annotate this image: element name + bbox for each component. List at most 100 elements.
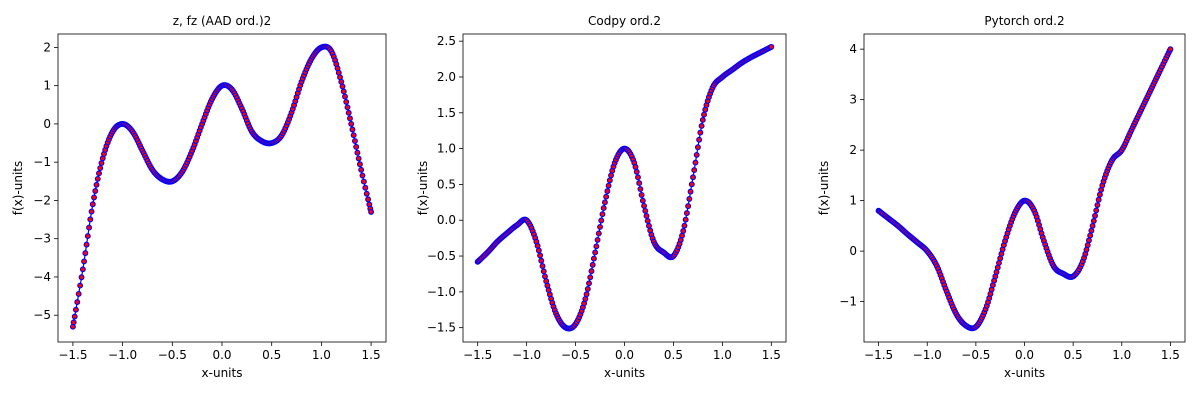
data-point <box>349 126 356 133</box>
y-tick-label: 1.5 <box>437 106 456 120</box>
x-tick-label: 0.5 <box>664 348 683 362</box>
data-point <box>692 159 699 166</box>
x-axis-label: x-units <box>1004 366 1045 380</box>
data-point <box>1167 46 1174 53</box>
data-point <box>603 193 610 200</box>
data-point <box>1092 212 1098 219</box>
data-point <box>694 144 701 151</box>
data-point <box>368 208 375 215</box>
x-tick-label: 0.5 <box>1064 348 1083 362</box>
x-tick-label: −0.5 <box>561 348 590 362</box>
x-tick-label: −1.5 <box>864 348 893 362</box>
data-point <box>593 243 600 250</box>
x-tick-label: −1.0 <box>913 348 942 362</box>
axes-frame <box>462 33 787 343</box>
y-tick-label: 1.0 <box>437 142 456 156</box>
data-point <box>690 174 696 181</box>
data-point <box>642 207 649 214</box>
data-point <box>1084 242 1091 249</box>
data-point <box>343 98 350 105</box>
data-point <box>91 194 97 201</box>
data-point <box>358 166 365 173</box>
data-point <box>699 116 706 123</box>
x-tick-label: −1.5 <box>463 348 492 362</box>
data-point <box>697 129 704 136</box>
data-point <box>353 143 360 150</box>
data-point <box>345 109 352 116</box>
chart-title: z, fz (AAD ord.)2 <box>173 14 272 28</box>
data-point <box>1085 237 1092 244</box>
data-point <box>348 120 355 127</box>
data-point <box>360 178 367 185</box>
data-point <box>595 230 602 237</box>
data-point <box>96 170 102 177</box>
x-tick-label: −1.0 <box>108 348 137 362</box>
data-point <box>81 258 88 265</box>
x-tick-label: −1.5 <box>58 348 87 362</box>
data-point <box>351 138 358 144</box>
data-point <box>1090 218 1097 224</box>
data-point <box>680 228 687 234</box>
data-point <box>588 268 595 275</box>
data-point <box>688 181 695 188</box>
data-point <box>70 319 77 326</box>
data-point <box>683 210 690 217</box>
x-tick-label: 1.5 <box>762 348 781 362</box>
x-tick-label: 1.0 <box>1112 348 1131 362</box>
y-tick-label: −4 <box>33 270 51 284</box>
data-point <box>539 263 546 270</box>
data-point <box>84 233 91 240</box>
data-point <box>594 236 601 243</box>
data-point <box>355 155 362 162</box>
data-point <box>604 188 611 195</box>
y-tick-label: 0.0 <box>437 213 456 227</box>
data-point <box>534 242 541 249</box>
x-tick-label: 1.5 <box>1161 348 1180 362</box>
data-point <box>71 313 78 320</box>
y-tick-label: 2.5 <box>437 34 456 48</box>
data-point <box>87 216 94 223</box>
data-point <box>92 188 99 194</box>
x-tick-label: 1.0 <box>713 348 732 362</box>
data-point <box>344 104 351 111</box>
data-point <box>537 252 544 259</box>
y-tick-label: −2 <box>33 193 51 207</box>
data-point <box>93 181 100 188</box>
plot-data <box>474 43 775 332</box>
data-point <box>637 186 644 193</box>
data-point <box>535 247 542 254</box>
data-point <box>82 250 89 257</box>
data-point <box>587 274 594 281</box>
data-point <box>89 201 96 208</box>
data-point <box>86 224 93 231</box>
data-point <box>350 132 357 139</box>
plot-data <box>875 46 1174 332</box>
data-point <box>1096 191 1103 198</box>
data-point <box>600 205 607 212</box>
data-point <box>598 217 605 224</box>
data-point <box>599 211 606 218</box>
data-point <box>589 261 596 268</box>
data-point <box>94 175 101 182</box>
x-tick-label: 0.0 <box>212 348 231 362</box>
x-axis-label: x-units <box>604 366 645 380</box>
data-point <box>1095 196 1102 203</box>
data-point <box>691 167 698 174</box>
y-tick-label: 2 <box>849 143 857 157</box>
y-tick-label: 3 <box>849 93 857 107</box>
y-tick-label: −1.0 <box>427 285 456 299</box>
data-point <box>696 136 703 143</box>
data-point <box>1094 202 1101 208</box>
data-point <box>590 255 597 262</box>
x-axis-label: x-units <box>202 366 243 380</box>
data-point <box>639 197 646 204</box>
x-tick-label: −0.5 <box>961 348 990 362</box>
axes-frame <box>863 33 1186 343</box>
data-point <box>698 122 705 129</box>
y-tick-label: 1 <box>43 79 51 93</box>
y-tick-label: 1 <box>849 194 857 208</box>
data-point <box>1089 222 1096 229</box>
y-axis-label: f(x)-units <box>817 161 831 216</box>
data-point <box>74 299 81 306</box>
